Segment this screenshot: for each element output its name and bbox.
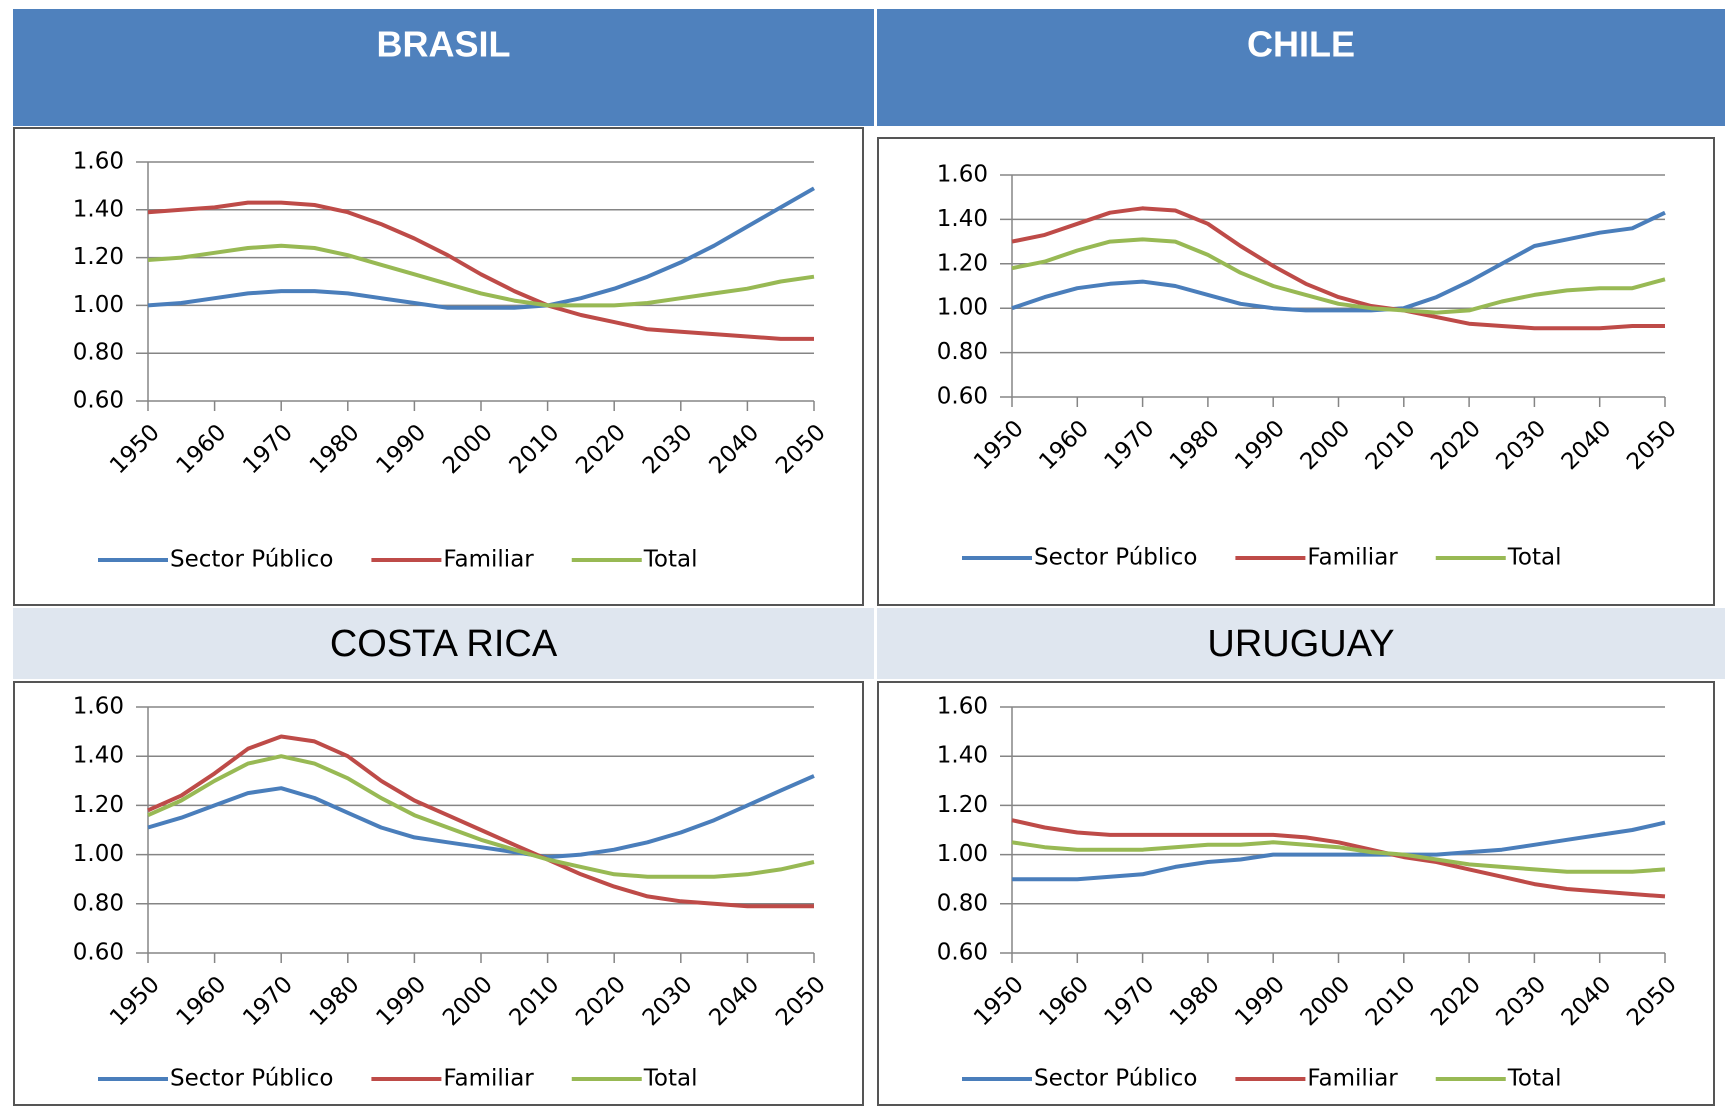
chart-frame bbox=[877, 681, 1715, 1106]
y-tick-label: 1.60 bbox=[73, 694, 124, 720]
legend-label: Total bbox=[643, 1066, 698, 1092]
y-tick-label: 1.60 bbox=[73, 149, 124, 175]
chart-frame bbox=[13, 127, 864, 606]
series-line bbox=[1011, 840, 1666, 874]
y-tick-label: 0.60 bbox=[73, 388, 124, 414]
y-tick-label: 0.80 bbox=[937, 339, 988, 365]
panel-header bbox=[877, 9, 1725, 126]
y-tick-label: 0.60 bbox=[937, 384, 988, 410]
panel-header bbox=[877, 608, 1725, 679]
legend-label: Familiar bbox=[443, 1066, 534, 1092]
legend-label: Sector Público bbox=[1034, 1066, 1197, 1092]
series-line bbox=[147, 243, 815, 308]
y-tick-label: 1.40 bbox=[937, 743, 988, 769]
legend-label: Sector Público bbox=[170, 1066, 333, 1092]
series-line bbox=[147, 734, 814, 909]
panel-title: URUGUAY bbox=[1207, 623, 1394, 665]
y-tick-label: 1.20 bbox=[937, 250, 988, 276]
y-tick-label: 1.60 bbox=[937, 694, 988, 720]
series-line bbox=[1012, 820, 1666, 882]
series-line bbox=[147, 774, 815, 860]
y-tick-label: 1.20 bbox=[73, 792, 124, 818]
y-tick-label: 1.20 bbox=[73, 244, 124, 270]
y-tick-label: 1.20 bbox=[937, 792, 988, 818]
legend-label: Familiar bbox=[1307, 545, 1398, 571]
legend-label: Sector Público bbox=[1034, 545, 1197, 571]
y-tick-label: 0.80 bbox=[73, 890, 124, 916]
legend-label: Total bbox=[1507, 545, 1562, 571]
legend-label: Total bbox=[643, 547, 698, 573]
legend-label: Familiar bbox=[1307, 1066, 1398, 1092]
series-line bbox=[147, 186, 815, 310]
y-tick-label: 1.40 bbox=[937, 206, 988, 232]
panel-header bbox=[13, 9, 874, 126]
series-line bbox=[147, 200, 814, 341]
series-line bbox=[1011, 206, 1665, 331]
series-line bbox=[147, 754, 815, 879]
panel-title: CHILE bbox=[1247, 24, 1355, 65]
y-tick-label: 0.60 bbox=[937, 940, 988, 966]
y-tick-label: 1.00 bbox=[937, 295, 988, 321]
y-tick-label: 0.80 bbox=[73, 340, 124, 366]
y-tick-label: 1.40 bbox=[73, 743, 124, 769]
series-line bbox=[1011, 237, 1666, 315]
legend-label: Familiar bbox=[443, 547, 534, 573]
panel-title: BRASIL bbox=[377, 24, 511, 65]
chart-frame bbox=[877, 137, 1715, 606]
panel-title: COSTA RICA bbox=[330, 623, 558, 665]
y-tick-label: 1.40 bbox=[73, 196, 124, 222]
y-tick-label: 1.00 bbox=[937, 841, 988, 867]
y-tick-label: 0.60 bbox=[73, 940, 124, 966]
chart-frame bbox=[13, 681, 864, 1106]
series-line bbox=[1011, 818, 1666, 899]
y-tick-label: 1.60 bbox=[937, 162, 988, 188]
y-tick-label: 1.00 bbox=[73, 292, 124, 318]
legend-label: Sector Público bbox=[170, 547, 333, 573]
series-line bbox=[1011, 210, 1666, 313]
y-tick-label: 0.80 bbox=[937, 890, 988, 916]
y-tick-label: 1.00 bbox=[73, 841, 124, 867]
panel-header bbox=[13, 608, 874, 679]
legend-label: Total bbox=[1507, 1066, 1562, 1092]
